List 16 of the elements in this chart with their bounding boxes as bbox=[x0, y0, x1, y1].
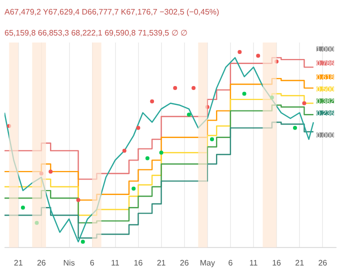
x-tick-label: 11 bbox=[111, 258, 120, 268]
x-tick-label: 26 bbox=[180, 258, 190, 268]
x-tick-label: 26 bbox=[318, 258, 328, 268]
x-tick-label: 11 bbox=[249, 258, 258, 268]
x-tick-label: 21 bbox=[14, 258, 24, 268]
x-tick-label: 21 bbox=[156, 258, 166, 268]
x-tick-label: 26 bbox=[36, 258, 46, 268]
text: 65,159,8 66,853,3 68,222,1 69,590,8 71,539,5 ∅ ∅ bbox=[4, 28, 188, 38]
text: A67,479,2 Y67,629,4 D66,777,7 K67,176,7 −302,5 (−0,45%) bbox=[4, 8, 220, 16]
x-tick-label: May bbox=[200, 258, 215, 268]
x-tick-label: 6 bbox=[90, 258, 95, 268]
x-tick-label: 16 bbox=[134, 258, 144, 268]
x-tick-label: 16 bbox=[272, 258, 282, 268]
x-tick-label: 6 bbox=[228, 258, 234, 268]
x-tick-label: 21 bbox=[295, 258, 305, 268]
x-tick-label: Nis bbox=[63, 258, 75, 268]
